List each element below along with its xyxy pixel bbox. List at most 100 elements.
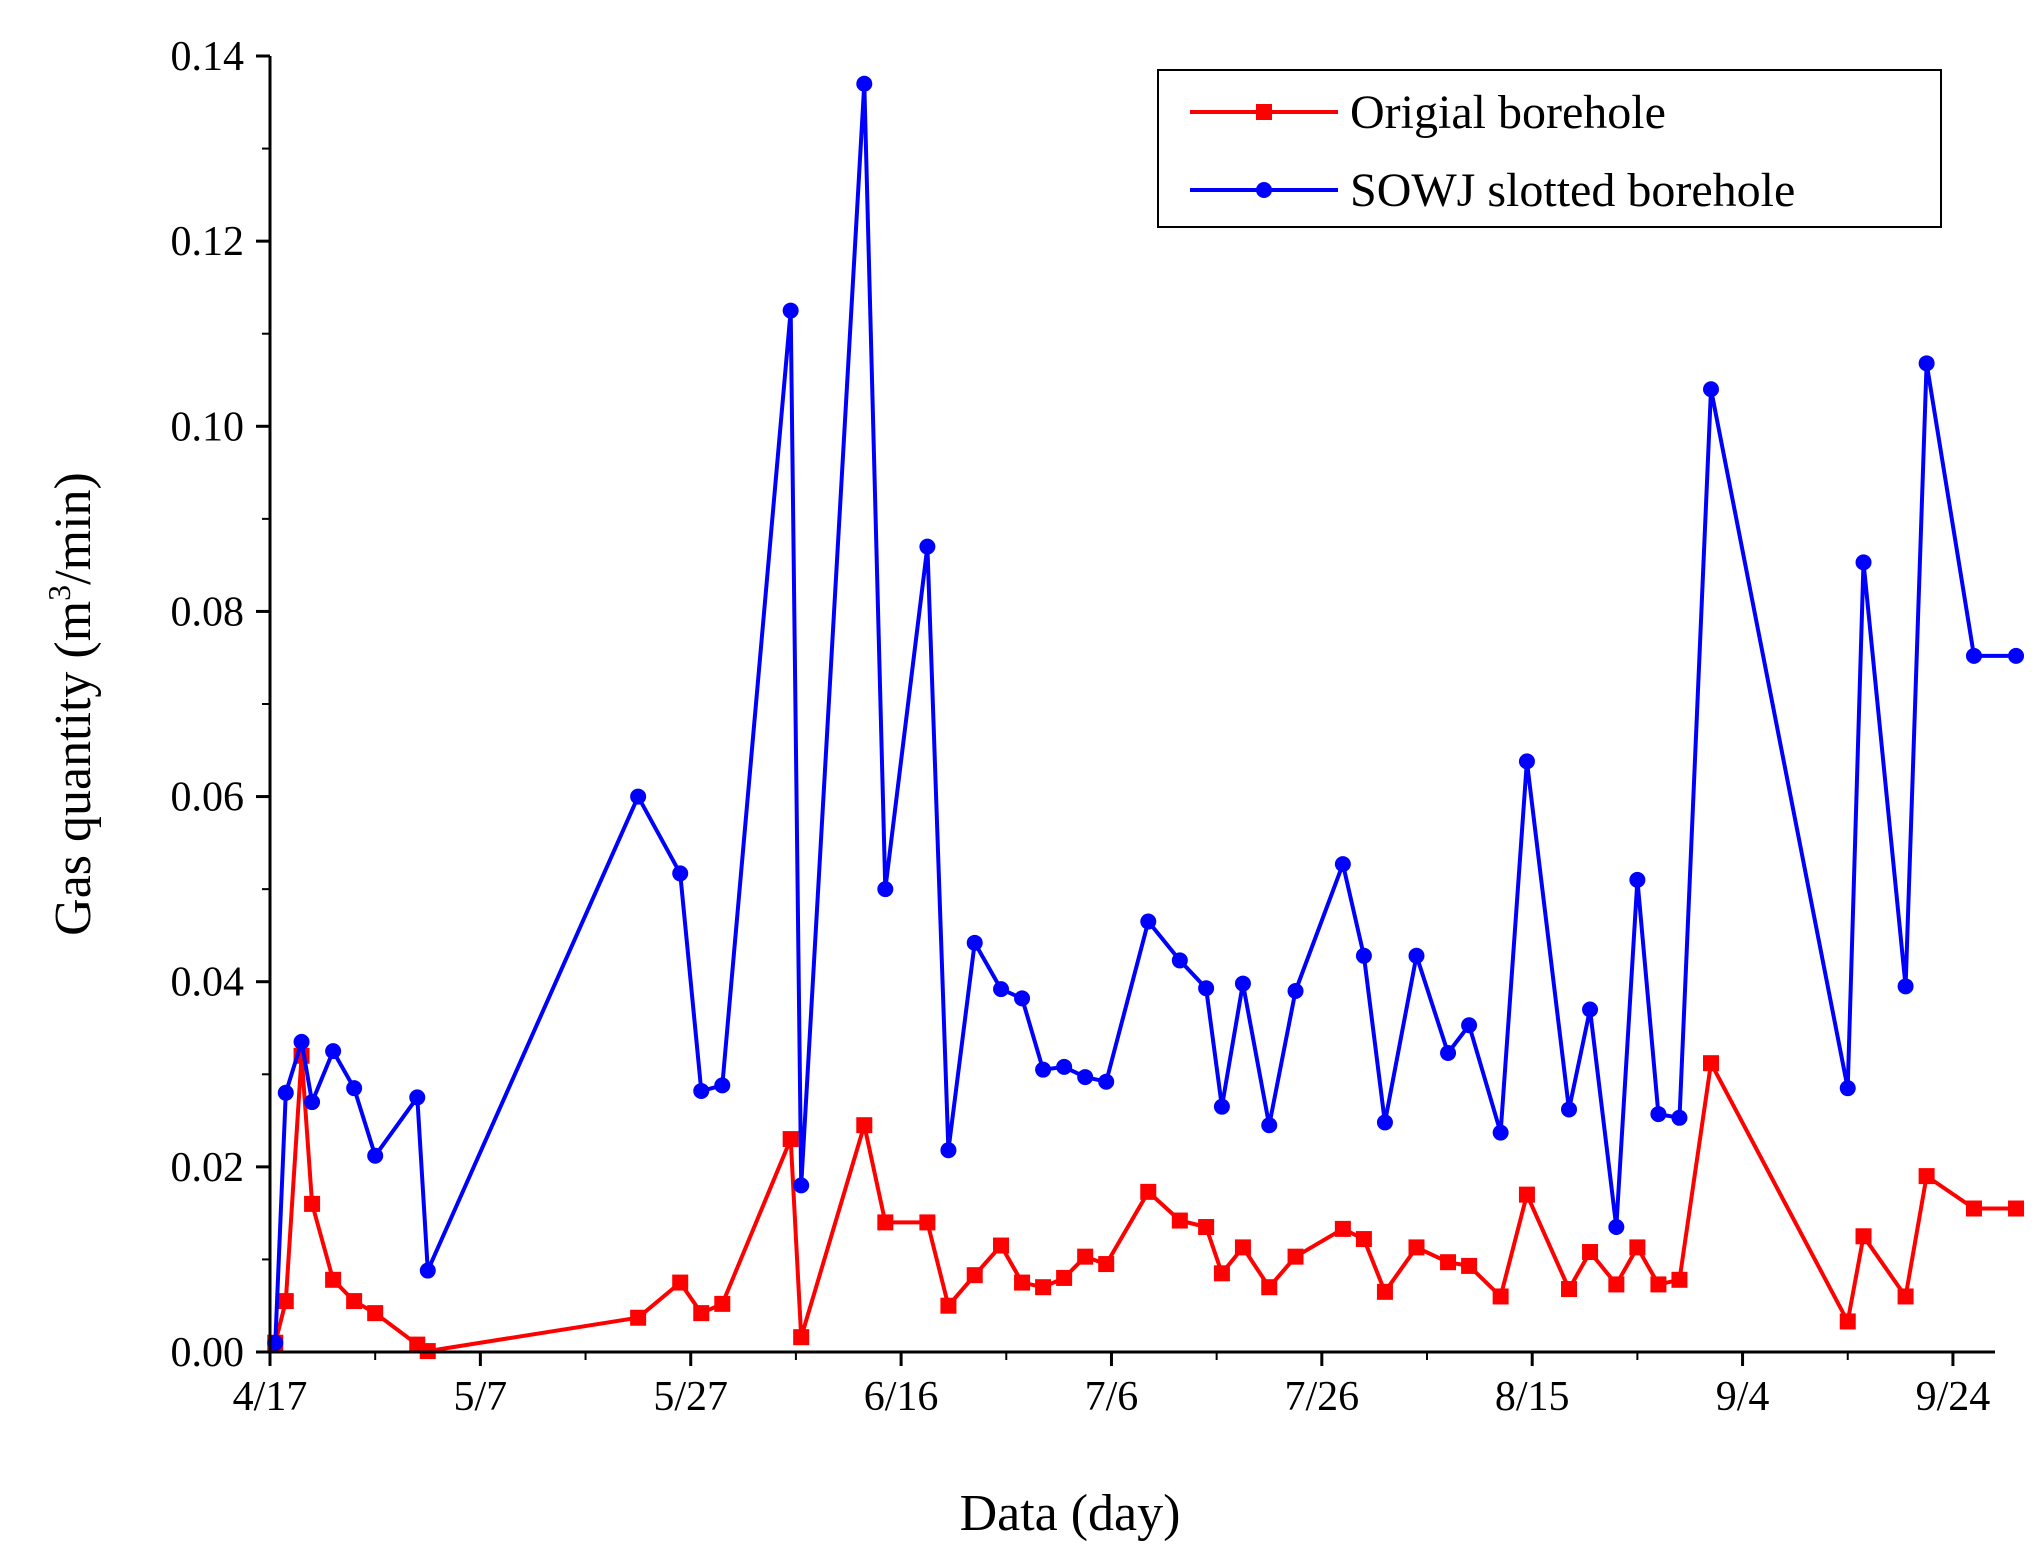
- series-0-point-9: [630, 1309, 647, 1326]
- series-1-point-20: [993, 981, 1010, 998]
- series-1-point-45: [1650, 1106, 1667, 1123]
- x-tick-label-0: 4/17: [233, 1374, 308, 1420]
- series-1-point-39: [1492, 1124, 1509, 1141]
- y-tick-label-3: 0.06: [171, 775, 245, 821]
- y-tick-label-2: 0.04: [171, 960, 245, 1006]
- series-0-point-16: [877, 1214, 894, 1231]
- series-0-point-23: [1056, 1269, 1073, 1286]
- series-1-point-18: [940, 1142, 957, 1159]
- series-1-point-36: [1408, 947, 1425, 964]
- series-1-point-19: [966, 934, 983, 951]
- series-0-point-30: [1234, 1239, 1251, 1256]
- series-0-point-5: [346, 1293, 363, 1310]
- series-0-point-11: [693, 1305, 710, 1322]
- series-1-point-11: [693, 1082, 710, 1099]
- series-0-point-18: [940, 1297, 957, 1314]
- series-0-point-40: [1518, 1186, 1535, 1203]
- series-0-point-53: [2008, 1200, 2025, 1217]
- series-1-point-27: [1171, 952, 1188, 969]
- series-1-point-26: [1140, 913, 1157, 930]
- series-0-point-6: [367, 1305, 384, 1322]
- series-1-point-32: [1287, 982, 1304, 999]
- series-line-1: [273, 81, 2016, 1343]
- series-0-point-28: [1198, 1219, 1215, 1236]
- series-1: [267, 75, 2025, 1351]
- series-0-point-37: [1440, 1254, 1457, 1271]
- series-1-point-30: [1234, 975, 1251, 992]
- series-1-point-8: [419, 1262, 436, 1279]
- series-0-point-14: [793, 1329, 810, 1346]
- series-1-point-12: [714, 1077, 731, 1094]
- series-0-point-50: [1897, 1288, 1914, 1305]
- series-0-point-34: [1355, 1231, 1372, 1248]
- y-axis-title-tail: /min): [45, 472, 102, 585]
- series-0-point-45: [1650, 1276, 1667, 1293]
- y-tick-label-7: 0.14: [171, 34, 245, 80]
- series-1-point-2: [293, 1033, 310, 1050]
- legend-marker-original: [1256, 104, 1272, 120]
- y-axis-title: Gas quantity (m3/min): [41, 472, 102, 936]
- x-tick-label-1: 5/7: [454, 1374, 508, 1420]
- series-0-point-21: [1014, 1274, 1031, 1291]
- x-tick-label-2: 5/27: [653, 1374, 728, 1420]
- series-1-point-1: [277, 1084, 294, 1101]
- series-0-point-20: [993, 1237, 1010, 1254]
- series-1-point-37: [1440, 1044, 1457, 1061]
- y-tick-label-6: 0.12: [171, 219, 245, 265]
- series-1-point-48: [1839, 1080, 1856, 1097]
- x-tick-label-7: 9/4: [1716, 1374, 1770, 1420]
- y-tick-label-0: 0.00: [171, 1330, 245, 1376]
- legend: Origial borehole SOWJ slotted borehole: [1157, 69, 1942, 228]
- series-1-point-25: [1098, 1073, 1115, 1090]
- series-1-point-47: [1703, 381, 1720, 398]
- series-1-point-51: [1918, 355, 1935, 372]
- series-1-point-29: [1213, 1098, 1230, 1115]
- series-1-point-21: [1014, 990, 1031, 1007]
- series-1-point-31: [1261, 1117, 1278, 1134]
- series-0-point-52: [1965, 1200, 1982, 1217]
- series-0-point-26: [1140, 1183, 1157, 1200]
- series-0-point-12: [714, 1295, 731, 1312]
- series-1-point-43: [1608, 1219, 1625, 1236]
- series-0-point-27: [1171, 1212, 1188, 1229]
- series-0-point-13: [782, 1131, 799, 1148]
- series-1-point-23: [1056, 1058, 1073, 1075]
- series-1-point-46: [1671, 1109, 1688, 1126]
- legend-box: [1157, 69, 1942, 228]
- legend-label-sowj: SOWJ slotted borehole: [1350, 164, 1795, 217]
- series-1-point-6: [367, 1147, 384, 1164]
- x-ticks: 4/17 5/7 5/27 6/16 7/6 7/26 8/15 9/4 9/24: [233, 1352, 1991, 1420]
- series-1-point-41: [1561, 1101, 1578, 1118]
- y-tick-label-1: 0.02: [171, 1145, 245, 1191]
- series-1-point-5: [346, 1080, 363, 1097]
- series-0-point-15: [856, 1117, 873, 1134]
- series-0-point-47: [1703, 1055, 1720, 1072]
- series-0-point-41: [1561, 1281, 1578, 1298]
- series-1-point-44: [1629, 871, 1646, 888]
- series-1-point-28: [1198, 980, 1215, 997]
- legend-marker-sowj: [1256, 182, 1272, 198]
- series-0-point-39: [1492, 1288, 1509, 1305]
- series-0-point-10: [672, 1274, 689, 1291]
- series-0-point-29: [1213, 1265, 1230, 1282]
- x-tick-label-8: 9/24: [1916, 1374, 1991, 1420]
- series-0-point-51: [1918, 1168, 1935, 1185]
- series-1-point-14: [793, 1177, 810, 1194]
- series-1-point-38: [1461, 1017, 1478, 1034]
- series-0-point-42: [1582, 1244, 1599, 1261]
- x-axis-title: Data (day): [960, 1485, 1181, 1542]
- y-tick-label-5: 0.10: [171, 404, 245, 450]
- series-0-point-35: [1376, 1283, 1393, 1300]
- series-0-point-46: [1671, 1271, 1688, 1288]
- series-0-point-17: [919, 1214, 936, 1231]
- series-1-point-7: [409, 1089, 426, 1106]
- series-0-point-44: [1629, 1239, 1646, 1256]
- series-1-point-52: [1965, 647, 1982, 664]
- series-1-point-42: [1582, 1001, 1599, 1018]
- series-0-point-22: [1035, 1279, 1052, 1296]
- series-1-point-40: [1518, 753, 1535, 770]
- series-0-point-43: [1608, 1276, 1625, 1293]
- series-1-point-17: [919, 538, 936, 555]
- y-axis-title-superscript: 3: [41, 585, 77, 601]
